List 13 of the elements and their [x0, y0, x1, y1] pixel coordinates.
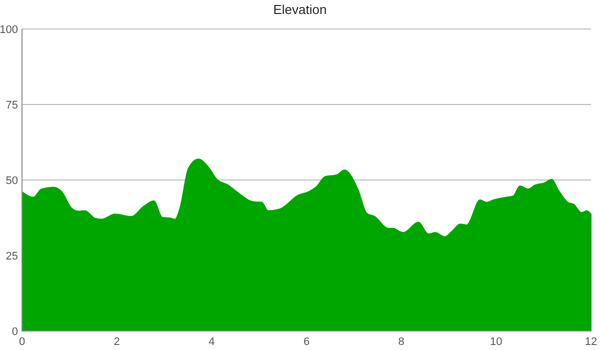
y-tick-label: 100: [0, 24, 18, 36]
x-tick-label: 8: [398, 336, 404, 348]
x-tick-label: 4: [208, 336, 215, 348]
y-tick-label: 25: [6, 250, 18, 262]
y-tick-label: 50: [6, 174, 18, 187]
x-tick-label: 10: [490, 336, 502, 348]
x-tick-label: 6: [303, 336, 310, 348]
x-tick-label: 0: [18, 336, 26, 348]
chart-title: Elevation: [273, 2, 327, 17]
y-tick-label: 75: [6, 99, 18, 112]
x-tick-label: 12: [584, 336, 598, 348]
y-tick-label: 0: [12, 326, 18, 338]
x-tick-label: 2: [114, 336, 120, 348]
